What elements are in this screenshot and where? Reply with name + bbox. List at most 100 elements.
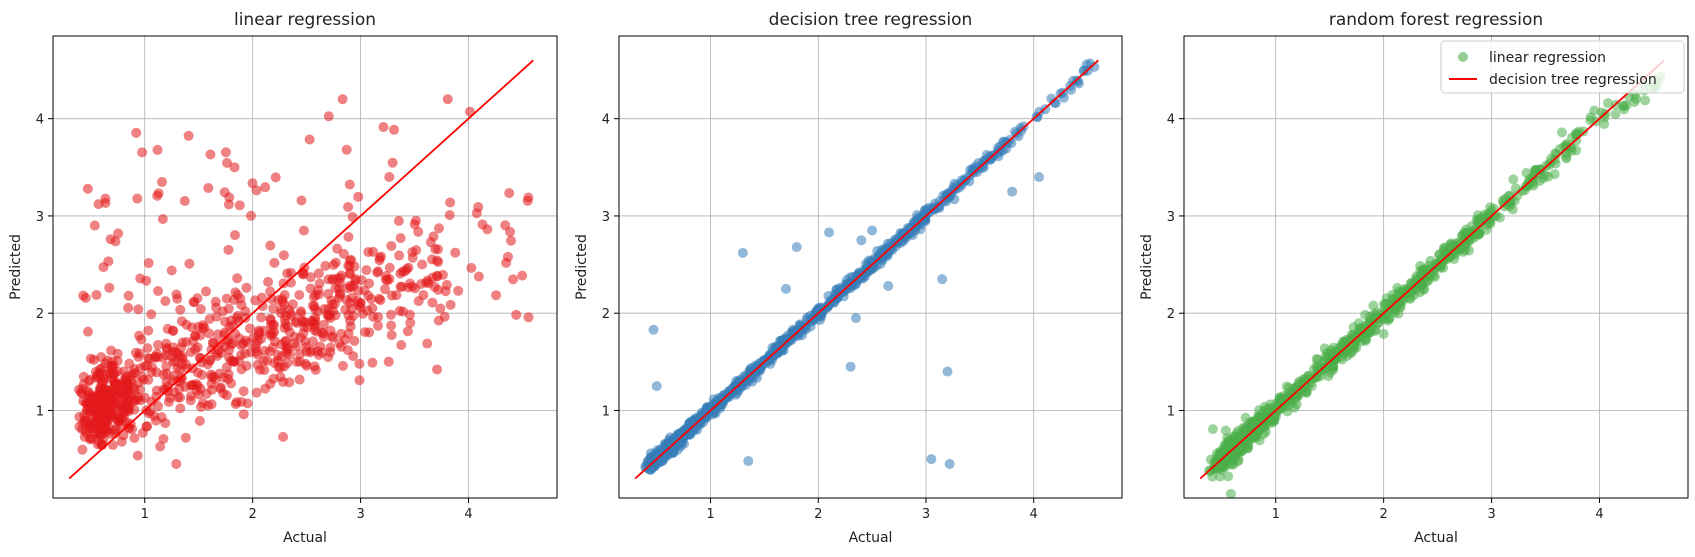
x-tick-label: 3 [1487,507,1495,522]
scatter-point [131,127,142,138]
scatter-point [153,286,164,297]
scatter-point [1058,92,1069,103]
scatter-point [780,283,791,294]
scatter-point [361,265,372,276]
scatter-point [380,274,391,285]
scatter-point [275,362,286,373]
scatter-point [218,372,229,383]
scatter-point [1281,381,1292,392]
scatter-point [1240,412,1251,423]
scatter-point [999,137,1010,148]
scatter-point [129,404,140,415]
scatter-point [270,172,281,183]
scatter-point [1360,309,1371,320]
scatter-point [1319,343,1330,354]
scatter-point [171,458,182,469]
scatter-point [153,188,164,199]
scatter-point [260,383,271,394]
scatter-point [194,415,205,426]
scatter-point [291,356,302,367]
scatter-point [185,347,196,358]
scatter-point [313,285,324,296]
scatter-point [402,326,413,337]
scatter-point [1339,337,1350,348]
scatter-point [383,356,394,367]
scatter-point [1610,109,1621,120]
scatter-point [386,330,397,341]
scatter-point [113,228,124,239]
scatter-point [256,292,267,303]
y-tick-label: 1 [36,404,44,419]
scatter-point [152,144,163,155]
scatter-point [1348,322,1359,333]
scatter-point [123,290,134,301]
scatter-point [1207,424,1218,435]
scatter-point [368,246,379,257]
scatter-point [1383,306,1394,317]
scatter-point [130,368,141,379]
scatter-point [348,351,359,362]
scatter-point [341,144,352,155]
scatter-point [418,290,429,301]
scatter-point [82,183,93,194]
scatter-point [312,306,323,317]
scatter-point [180,358,191,369]
scatter-point [323,311,334,322]
scatter-point [282,321,293,332]
scatter-point [220,316,231,327]
scatter-point [336,341,347,352]
scatter-point [85,434,96,445]
scatter-point [332,243,343,254]
scatter-point [405,317,416,328]
scatter-point [466,262,477,273]
scatter-point [157,213,168,224]
scatter-point [124,358,135,369]
scatter-point [1508,174,1519,185]
scatter-point [266,330,277,341]
scatter-point [229,162,240,173]
scatter-point [1621,100,1632,111]
scatter-point [517,270,528,281]
scatter-point [186,322,197,333]
scatter-point [175,392,186,403]
scatter-point [158,433,169,444]
scatter-point [1422,276,1433,287]
scatter-point [427,297,438,308]
scatter-point [337,94,348,105]
scatter-point [136,334,147,345]
scatter-point [263,276,274,287]
scatter-point [1550,148,1561,159]
panel-3: 1 2 3 4 1 2 3 4 random forest regression Actual Pr… [1139,10,1689,546]
scatter-point [1409,289,1420,300]
scatter-point [1415,266,1426,277]
legend-box [1440,40,1685,94]
scatter-point [450,247,461,258]
scatter-point [88,354,99,365]
scatter-point [1378,328,1389,339]
scatter-point [432,244,443,255]
scatter-point [282,357,293,368]
scatter-point [1603,98,1614,109]
scatter-point [1081,59,1092,70]
scatter-point [732,377,743,388]
scatter-point [278,431,289,442]
scatter-point [245,210,256,221]
scatter-point [112,355,123,366]
scatter-point [223,244,234,255]
scatter-point [281,348,292,359]
scatter-point [201,286,212,297]
scatter-point [211,302,222,313]
scatter-point [149,410,160,421]
panel-2: 1 2 3 4 1 2 3 4 decision tree regression Actual Pr… [574,10,1123,546]
x-tick-label: 1 [141,507,149,522]
scatter-point [384,262,395,273]
x-tick-label: 4 [1030,507,1038,522]
x-tick-label: 3 [922,507,930,522]
scatter-point [123,302,134,313]
scatter-point [294,289,305,300]
scatter-point [386,240,397,251]
scatter-point [143,258,154,269]
legend-label: linear regression [1489,50,1606,66]
scatter-point [1007,186,1018,197]
